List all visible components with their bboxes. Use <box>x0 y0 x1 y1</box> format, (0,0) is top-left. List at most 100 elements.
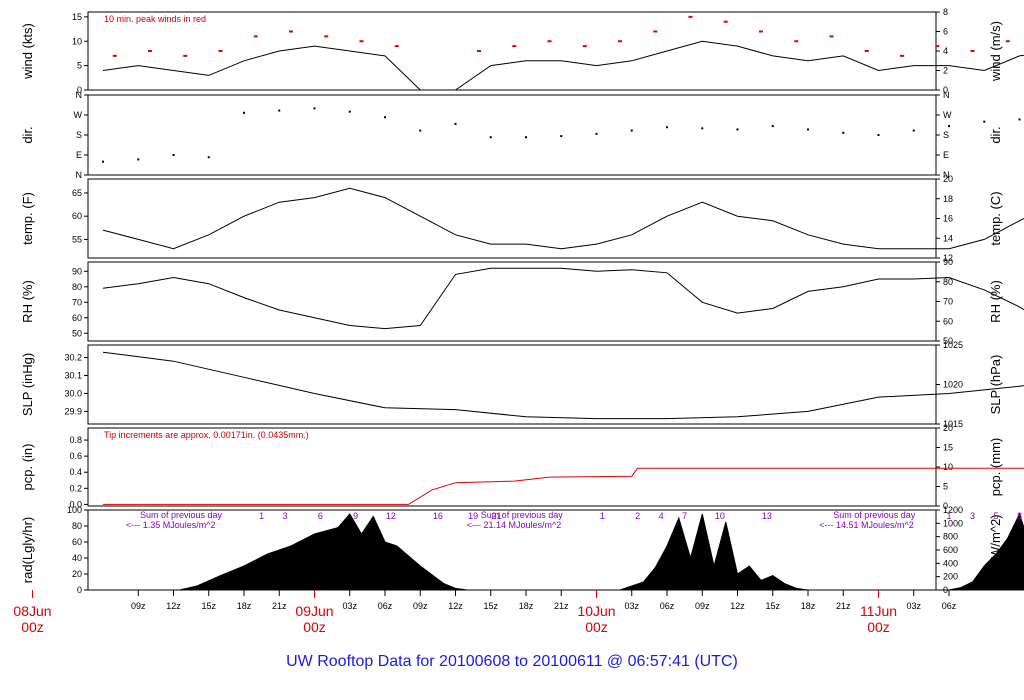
series-line <box>102 40 1024 91</box>
peak-wind-mark <box>183 54 188 57</box>
y-tick-label-left: 60 <box>72 211 82 221</box>
y-tick-label-right: 10 <box>943 462 953 472</box>
y-tick-label-right: 600 <box>943 545 958 555</box>
y-tick-label-right: 200 <box>943 572 958 582</box>
y-tick-label-right: 18 <box>943 194 953 204</box>
series-line <box>102 187 1024 250</box>
data-point <box>595 132 598 135</box>
solar-hour-label: 2 <box>635 511 640 521</box>
y-tick-label-right: 50 <box>943 336 953 346</box>
peak-wind-mark <box>1005 40 1010 43</box>
data-point <box>736 128 739 131</box>
peak-wind-mark <box>970 50 975 52</box>
data-point <box>384 116 386 119</box>
x-tick-label: 21z <box>836 601 851 611</box>
data-point <box>560 135 563 138</box>
x-tick-label: 18z <box>801 601 816 611</box>
x-tick-label: 12z <box>730 601 745 611</box>
solar-sum-value: <--- 21.14 MJoules/m^2 <box>467 520 562 530</box>
peak-wind-mark <box>289 30 293 33</box>
x-tick-label: 15z <box>765 601 780 611</box>
y-tick-label-left: 30.0 <box>64 388 82 398</box>
peak-wind-mark <box>394 45 399 48</box>
day-date-label: 08Jun <box>13 603 51 619</box>
y-tick-label-right: 20 <box>943 174 953 184</box>
data-point <box>172 154 175 156</box>
peak-wind-mark <box>900 54 904 57</box>
x-tick-label: 06z <box>942 601 957 611</box>
x-tick-label: 09z <box>131 601 146 611</box>
x-tick-label: 03z <box>342 601 357 611</box>
y-tick-label-left: 40 <box>72 553 82 563</box>
y-tick-label-right: 90 <box>943 257 953 267</box>
series-line <box>102 267 1024 330</box>
y-axis-label-right: wind (m/s) <box>988 21 1003 82</box>
y-tick-label-right: 15 <box>943 443 953 453</box>
y-tick-label-left: S <box>76 130 82 140</box>
y-tick-label-left: 100 <box>67 505 82 515</box>
y-tick-label-right: 8 <box>943 7 948 17</box>
day-time-label: 00z <box>21 619 44 635</box>
data-point <box>1018 118 1021 121</box>
y-tick-label-left: N <box>76 90 83 100</box>
x-tick-label: 18z <box>519 601 534 611</box>
x-tick-label: 21z <box>272 601 287 611</box>
x-tick-label: 21z <box>554 601 569 611</box>
y-tick-label-left: 0.0 <box>69 499 82 509</box>
peak-wind-mark <box>618 40 622 43</box>
y-axis-label-left: temp. (F) <box>20 192 35 245</box>
y-tick-label-right: 1015 <box>943 419 963 429</box>
solar-hour-label: 13 <box>762 511 772 521</box>
y-tick-label-right: 2 <box>943 66 948 76</box>
y-tick-label-left: 55 <box>72 234 82 244</box>
y-tick-label-right: 12 <box>943 253 953 263</box>
solar-sum-value: <--- 1.35 MJoules/m^2 <box>126 520 216 530</box>
y-tick-label-left: 80 <box>72 521 82 531</box>
data-point <box>525 136 527 139</box>
peak-wind-mark <box>582 45 587 48</box>
y-axis-label-left: pcp. (in) <box>20 444 35 491</box>
y-tick-label-right: 0 <box>943 85 948 95</box>
page-title: UW Rooftop Data for 20100608 to 20100611… <box>286 653 738 670</box>
day-date-label: 11Jun <box>860 603 897 619</box>
y-tick-label-right: S <box>943 130 949 140</box>
y-tick-label-left: 15 <box>72 12 82 22</box>
data-point <box>983 120 986 123</box>
x-tick-label: 06z <box>378 601 393 611</box>
y-tick-label-right: 16 <box>943 214 953 224</box>
y-tick-label-right: 0 <box>943 501 948 511</box>
panel-5: 0.0 0.2 0.4 0.6 0.8 0 5 10 15 20 pcp. (in) pcp. (mm… <box>20 423 1024 511</box>
solar-hour-label: 5 <box>993 511 998 521</box>
y-tick-label-left: 5 <box>77 61 82 71</box>
peak-wind-mark <box>653 30 658 33</box>
y-tick-label-left: 30.1 <box>64 371 82 381</box>
y-tick-label-right: 1200 <box>943 505 963 515</box>
y-axis-label-right: RH (%) <box>988 280 1003 323</box>
y-tick-label-left: 0.6 <box>69 451 82 461</box>
solar-hour-label: 19 <box>468 511 478 521</box>
day-time-label: 00z <box>867 619 890 635</box>
panel-frame <box>87 261 937 342</box>
data-point <box>348 110 351 113</box>
panel-frame <box>87 344 937 425</box>
panel-0: 0 5 10 15 0 2 4 6 8 wind (kts) wind (m/s) 10 min. p… <box>20 7 1024 95</box>
peak-wind-mark <box>477 50 481 52</box>
y-tick-label-right: 6 <box>943 27 948 37</box>
peak-wind-mark <box>512 45 517 48</box>
data-point <box>807 128 809 131</box>
data-point <box>701 127 704 130</box>
peak-wind-mark <box>935 45 940 48</box>
data-point <box>912 129 915 132</box>
peak-wind-mark <box>218 50 223 52</box>
data-point <box>419 129 422 132</box>
solar-sum-value: <--- 14.51 MJoules/m^2 <box>819 520 914 530</box>
peak-wind-mark <box>324 35 329 38</box>
peak-wind-mark <box>864 50 869 52</box>
y-tick-label-left: 70 <box>72 297 82 307</box>
data-point <box>842 131 845 134</box>
x-tick-label: 15z <box>201 601 216 611</box>
peak-wind-mark <box>253 35 258 38</box>
y-tick-label-right: 800 <box>943 532 958 542</box>
